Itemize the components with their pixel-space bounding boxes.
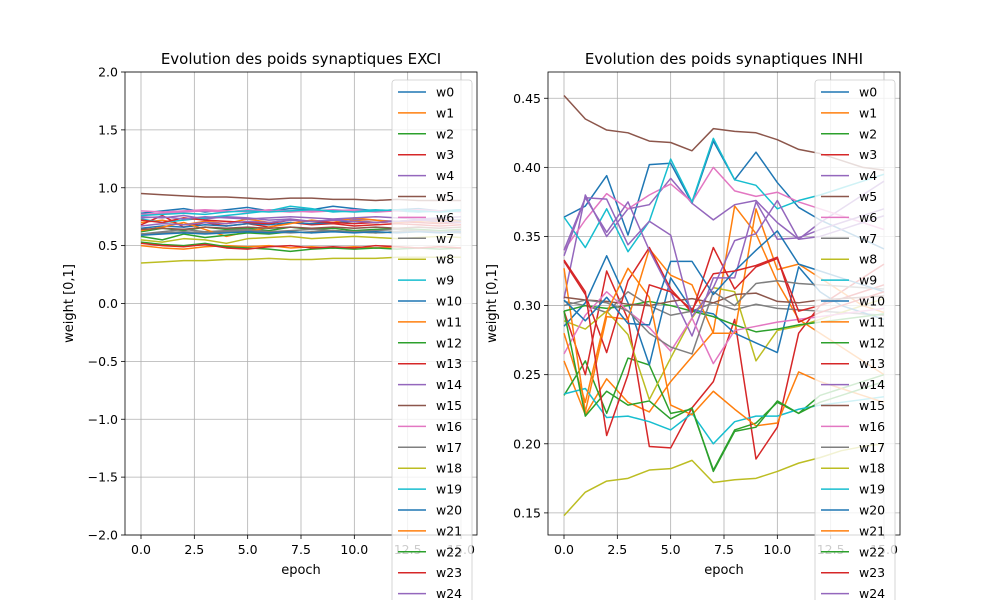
x-axis-label: epoch (281, 563, 321, 578)
y-tick-label: 0.40 (513, 160, 541, 175)
legend-label: w8 (859, 252, 877, 267)
x-tick-label: 2.5 (607, 542, 627, 557)
chart-exci: 0.02.55.07.510.012.515.0 −2.0−1.5−1.0−0.… (62, 50, 478, 600)
y-axis-label: weight [0,1] (485, 264, 500, 343)
y-tick-label: 0.15 (513, 505, 541, 520)
legend-label: w11 (436, 314, 462, 329)
y-ticks: 0.15 0.20 0.25 0.30 0.35 0.40 0.45 (513, 91, 548, 520)
x-tick-label: 2.5 (184, 542, 204, 557)
chart-title: Evolution des poids synaptiques INHI (585, 50, 863, 68)
y-tick-label: 0.45 (513, 91, 541, 106)
legend-label: w21 (859, 523, 885, 538)
legend-label: w18 (436, 461, 462, 476)
y-tick-label: 0.20 (513, 436, 541, 451)
legend-label: w7 (436, 231, 454, 246)
legend-label: w17 (436, 440, 462, 455)
legend-label: w0 (436, 85, 454, 100)
legend-label: w8 (436, 252, 454, 267)
x-tick-label: 5.0 (238, 542, 258, 557)
legend-label: w2 (859, 126, 877, 141)
legend-label: w14 (859, 377, 885, 392)
legend-label: w16 (859, 419, 885, 434)
legend-label: w23 (859, 565, 885, 580)
y-tick-label: −0.5 (88, 354, 118, 369)
legend-label: w9 (859, 273, 877, 288)
legend-label: w4 (859, 168, 877, 183)
legend-box (391, 79, 473, 600)
y-tick-label: 0.0 (98, 296, 118, 311)
y-tick-label: −1.5 (88, 470, 118, 485)
legend-label: w22 (436, 544, 462, 559)
legend-label: w19 (436, 482, 462, 497)
y-tick-label: 0.5 (98, 238, 118, 253)
legend: w0 w1 w2 w3 w4 w5 w6 w7 w8 w9 w10 w11 w12 w13 w14 w15 w1… (814, 79, 896, 600)
legend-label: w24 (436, 586, 462, 600)
legend-label: w21 (436, 523, 462, 538)
legend-label: w11 (859, 314, 885, 329)
x-tick-label: 7.5 (714, 542, 734, 557)
legend-label: w1 (436, 105, 454, 120)
legend-label: w19 (859, 482, 885, 497)
x-tick-label: 10.0 (340, 542, 368, 557)
legend-label: w20 (436, 503, 462, 518)
legend-label: w20 (859, 503, 885, 518)
y-tick-label: 1.0 (98, 180, 118, 195)
legend-label: w16 (436, 419, 462, 434)
legend-label: w15 (859, 398, 885, 413)
legend-label: w13 (859, 356, 885, 371)
y-tick-label: 0.30 (513, 298, 541, 313)
x-tick-label: 0.0 (131, 542, 151, 557)
y-ticks: −2.0 −1.5 −1.0 −0.5 0.0 0.5 1.0 1.5 2.0 (88, 65, 125, 543)
legend-label: w9 (436, 273, 454, 288)
y-axis-label: weight [0,1] (62, 264, 77, 343)
legend-label: w0 (859, 85, 877, 100)
legend-label: w4 (436, 168, 454, 183)
legend-label: w18 (859, 461, 885, 476)
legend-label: w15 (436, 398, 462, 413)
y-tick-label: 0.35 (513, 229, 541, 244)
legend-label: w6 (436, 210, 454, 225)
legend-label: w10 (859, 294, 885, 309)
legend-label: w5 (859, 189, 877, 204)
y-tick-label: 2.0 (98, 65, 118, 80)
legend-label: w10 (436, 294, 462, 309)
x-tick-label: 10.0 (763, 542, 791, 557)
legend-label: w7 (859, 231, 877, 246)
y-tick-label: 0.25 (513, 367, 541, 382)
legend-label: w22 (859, 544, 885, 559)
legend-label: w23 (436, 565, 462, 580)
legend-box (814, 79, 896, 600)
x-tick-label: 0.0 (554, 542, 574, 557)
legend-label: w3 (859, 147, 877, 162)
x-tick-label: 7.5 (291, 542, 311, 557)
x-axis-label: epoch (704, 563, 744, 578)
legend-label: w6 (859, 210, 877, 225)
chart-title: Evolution des poids synaptiques EXCI (161, 50, 441, 68)
y-tick-label: 1.5 (98, 122, 118, 137)
legend-label: w12 (436, 335, 462, 350)
x-tick-label: 5.0 (661, 542, 681, 557)
legend-label: w13 (436, 356, 462, 371)
legend: w0 w1 w2 w3 w4 w5 w6 w7 w8 w9 w10 w11 w12 w13 w14 w15 w1… (391, 79, 473, 600)
legend-label: w12 (859, 335, 885, 350)
y-tick-label: −1.0 (88, 412, 118, 427)
chart-inhi: 0.02.55.07.510.012.515.0 0.150.200.250.3… (485, 50, 901, 600)
legend-label: w3 (436, 147, 454, 162)
legend-label: w24 (859, 586, 885, 600)
y-tick-label: −2.0 (88, 528, 118, 543)
legend-label: w14 (436, 377, 462, 392)
legend-label: w2 (436, 126, 454, 141)
legend-label: w5 (436, 189, 454, 204)
legend-label: w1 (859, 105, 877, 120)
legend-label: w17 (859, 440, 885, 455)
